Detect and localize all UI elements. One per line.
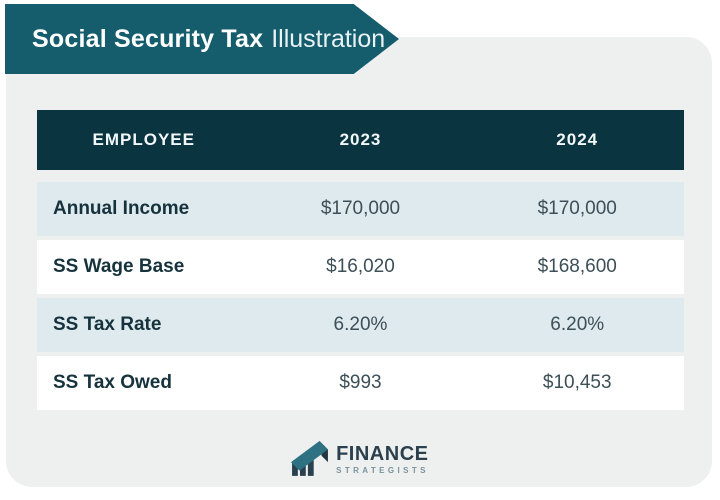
row-label: Annual Income <box>53 198 190 219</box>
value-2023: 6.20% <box>333 314 388 335</box>
row-label: SS Tax Rate <box>53 314 162 335</box>
table-header-row: EMPLOYEE 2023 2024 <box>37 110 684 170</box>
value-2024: $10,453 <box>542 372 612 393</box>
table-row-ss-tax-owed: SS Tax Owed $993 $10,453 <box>37 356 684 410</box>
value-2024: $168,600 <box>537 256 617 277</box>
table-row-annual-income: Annual Income $170,000 $170,000 <box>37 182 684 236</box>
title-banner: Social Security Tax Illustration <box>5 4 399 74</box>
page-title-suffix: Illustration <box>271 24 386 53</box>
value-2024: $170,000 <box>537 198 617 219</box>
column-header-2023: 2023 <box>339 130 382 149</box>
value-2023: $170,000 <box>320 198 401 219</box>
value-2024: 6.20% <box>550 314 605 335</box>
table-row-ss-wage-base: SS Wage Base $16,020 $168,600 <box>37 240 684 294</box>
brand-name: FINANCE <box>336 442 429 465</box>
table-row-ss-tax-rate: SS Tax Rate 6.20% 6.20% <box>37 298 684 352</box>
column-header-2024: 2024 <box>556 130 599 149</box>
row-label: SS Tax Owed <box>53 372 172 393</box>
social-security-tax-table: EMPLOYEE 2023 2024 Annual Income $170,00… <box>37 110 684 414</box>
page-title: Social Security Tax <box>32 24 264 53</box>
brand-tagline: STRATEGISTS <box>336 465 429 475</box>
value-2023: $16,020 <box>326 256 395 277</box>
row-label: SS Wage Base <box>53 256 185 277</box>
brand-wordmark: FINANCE STRATEGISTS <box>336 444 429 475</box>
column-header-employee: EMPLOYEE <box>92 130 195 149</box>
value-2023: $993 <box>339 372 382 393</box>
finance-strategists-logo: FINANCE STRATEGISTS <box>0 440 720 478</box>
bar-chart-growth-icon <box>291 441 329 476</box>
